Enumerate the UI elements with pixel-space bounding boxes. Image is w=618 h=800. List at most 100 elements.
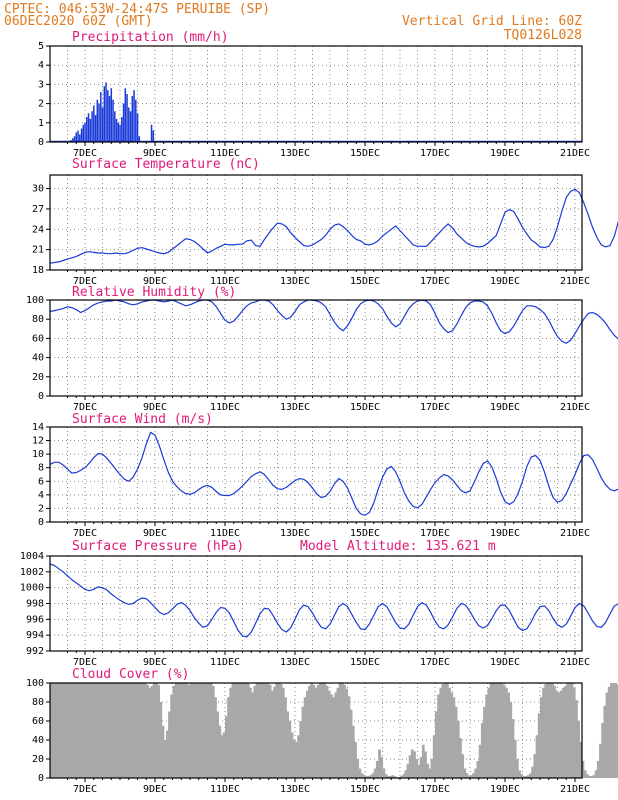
cloud-bar bbox=[233, 683, 237, 778]
cloud-bar bbox=[58, 683, 62, 778]
cloud-bar bbox=[522, 776, 526, 778]
cloud-bar bbox=[207, 683, 211, 778]
cloud-bar bbox=[200, 683, 204, 778]
cloud-bar bbox=[292, 740, 296, 778]
cloud-bar bbox=[349, 709, 353, 778]
panel-title: Precipitation (mm/h) bbox=[72, 30, 229, 45]
cloud-bar bbox=[426, 763, 430, 778]
cloud-bar bbox=[69, 683, 73, 778]
cloud-bar bbox=[205, 683, 209, 778]
panel-subtitle: Model Altitude: 135.621 m bbox=[300, 539, 496, 554]
panel-wind: 0 2 4 6 8 10 12 14 7DEC 9DEC 11DEC 13DEC 15DEC 17DEC 1… bbox=[32, 412, 618, 539]
cloud-bar bbox=[487, 687, 491, 778]
cloud-bar bbox=[60, 683, 64, 778]
x-tick-label: 19DEC bbox=[490, 148, 520, 159]
cloud-bar bbox=[168, 711, 171, 778]
cloud-bar bbox=[553, 685, 556, 778]
cloud-bar bbox=[590, 776, 594, 778]
cloud-bar bbox=[82, 683, 86, 778]
cloud-bar bbox=[297, 735, 300, 778]
cloud-bar bbox=[509, 702, 513, 778]
cloud-bar bbox=[65, 683, 69, 778]
cloud-bar bbox=[194, 683, 198, 778]
cloud-bar bbox=[356, 759, 360, 778]
cloud-bar bbox=[273, 686, 276, 778]
x-tick-label: 21DEC bbox=[560, 784, 590, 795]
y-tick-label: 996 bbox=[26, 614, 44, 625]
header-grid-note: Vertical Grid Line: 60Z bbox=[402, 14, 582, 29]
precip-bar bbox=[77, 130, 79, 142]
cloud-bar bbox=[594, 770, 598, 778]
panel-temp: 18 21 24 27 30 7DEC 9DEC 11DEC 13DEC 15DEC 17DEC 19… bbox=[32, 157, 618, 287]
cloud-bar bbox=[498, 683, 502, 778]
pres-series-line bbox=[49, 563, 618, 638]
precip-bar bbox=[107, 90, 109, 142]
cloud-bar bbox=[327, 690, 331, 778]
y-tick-label: 10 bbox=[32, 449, 44, 460]
y-tick-label: 20 bbox=[32, 754, 44, 765]
y-tick-label: 40 bbox=[32, 353, 44, 364]
cloud-bar bbox=[550, 683, 554, 778]
cloud-bar bbox=[262, 683, 265, 778]
cloud-bar bbox=[80, 683, 84, 778]
cloud-bar bbox=[222, 732, 226, 778]
cloud-bar bbox=[242, 683, 246, 778]
y-tick-label: 6 bbox=[38, 476, 44, 487]
cloud-bar bbox=[253, 685, 257, 778]
cloud-bar bbox=[104, 683, 108, 778]
cloud-bar bbox=[371, 773, 375, 778]
x-tick-label: 7DEC bbox=[73, 784, 97, 795]
cloud-bar bbox=[343, 684, 346, 778]
panel-cloud: 0 20 40 60 80 100 7DEC 9DEC 11DEC 13DEC 15DEC 17DEC… bbox=[26, 667, 618, 795]
cloud-bar bbox=[334, 692, 338, 778]
y-tick-label: 60 bbox=[32, 333, 44, 344]
precip-bar bbox=[79, 134, 81, 142]
cloud-bar bbox=[382, 768, 386, 778]
y-tick-label: 2 bbox=[38, 99, 44, 110]
cloud-bar bbox=[146, 684, 150, 778]
cloud-bar bbox=[354, 741, 357, 778]
cloud-bar bbox=[238, 683, 241, 778]
cloud-bar bbox=[445, 683, 449, 778]
y-tick-label: 8 bbox=[38, 463, 44, 474]
cloud-bar bbox=[216, 711, 220, 778]
cloud-bar bbox=[249, 687, 252, 778]
x-tick-label: 11DEC bbox=[210, 784, 240, 795]
cloud-bar bbox=[439, 687, 443, 778]
cloud-bar bbox=[299, 721, 303, 778]
cloud-bar bbox=[435, 711, 438, 778]
precip-bar bbox=[121, 117, 123, 142]
cloud-bar bbox=[95, 683, 99, 778]
cloud-bar bbox=[284, 697, 287, 778]
precip-bar bbox=[82, 124, 85, 142]
x-tick-label: 7DEC bbox=[73, 148, 97, 159]
cloud-bar bbox=[314, 687, 318, 778]
cloud-bar bbox=[548, 683, 552, 778]
panel-frame bbox=[49, 45, 583, 143]
precip-bar bbox=[80, 128, 83, 142]
cloud-bar bbox=[373, 768, 377, 778]
cloud-bar bbox=[321, 683, 325, 778]
x-tick-label: 19DEC bbox=[490, 276, 520, 287]
cloud-bar bbox=[130, 683, 134, 778]
x-tick-label: 15DEC bbox=[350, 276, 380, 287]
cloud-bar bbox=[185, 683, 189, 778]
cloud-bar bbox=[526, 775, 530, 778]
cloud-bar bbox=[389, 776, 392, 778]
cloud-bar bbox=[467, 776, 471, 778]
cloud-bar bbox=[115, 683, 119, 778]
cloud-bar bbox=[139, 683, 143, 778]
cloud-bar bbox=[605, 692, 609, 778]
precip-bar bbox=[110, 88, 113, 142]
cloud-bar bbox=[277, 683, 281, 778]
cloud-bar bbox=[588, 776, 591, 778]
cloud-bar bbox=[196, 683, 200, 778]
cloud-bar bbox=[564, 685, 567, 778]
cloud-bar bbox=[133, 683, 136, 778]
cloud-bar bbox=[531, 766, 535, 778]
x-tick-label: 13DEC bbox=[280, 148, 310, 159]
cloud-bar bbox=[244, 683, 248, 778]
x-tick-label: 17DEC bbox=[420, 276, 450, 287]
precip-bar bbox=[91, 111, 93, 142]
y-tick-label: 40 bbox=[32, 735, 44, 746]
